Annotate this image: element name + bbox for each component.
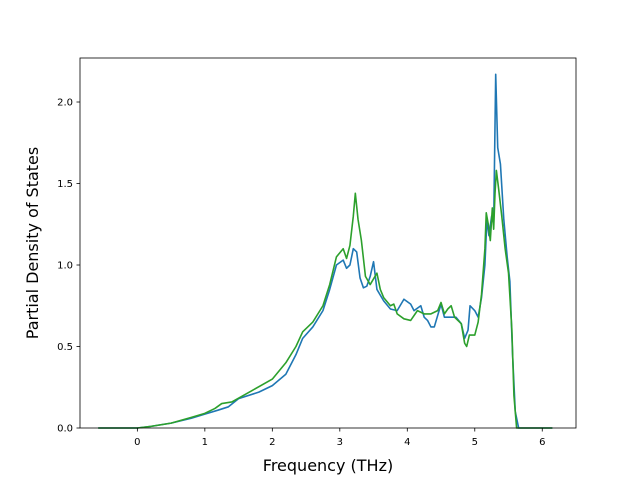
x-axis-ticks: 0 1 2 3 4 5 6 — [134, 428, 545, 448]
series-layer — [98, 73, 553, 429]
y-axis-label: Partial Density of States — [23, 147, 42, 339]
x-tick-label: 5 — [472, 437, 478, 448]
series-line-2 — [98, 169, 553, 429]
y-tick-label: 2.0 — [57, 98, 73, 109]
x-tick-label: 3 — [337, 437, 343, 448]
y-tick-label: 1.0 — [57, 261, 73, 272]
plot-frame — [79, 57, 577, 429]
y-tick-label: 1.5 — [57, 179, 73, 190]
x-tick-label: 0 — [134, 437, 140, 448]
y-tick-label: 0.0 — [57, 424, 73, 435]
x-axis-label: Frequency (THz) — [263, 456, 393, 475]
x-tick-label: 6 — [539, 437, 545, 448]
x-tick-label: 1 — [202, 437, 208, 448]
x-tick-label: 4 — [404, 437, 410, 448]
x-tick-label: 2 — [269, 437, 275, 448]
y-axis-ticks: 0.0 0.5 1.0 1.5 2.0 — [57, 98, 80, 435]
y-tick-label: 0.5 — [57, 342, 73, 353]
